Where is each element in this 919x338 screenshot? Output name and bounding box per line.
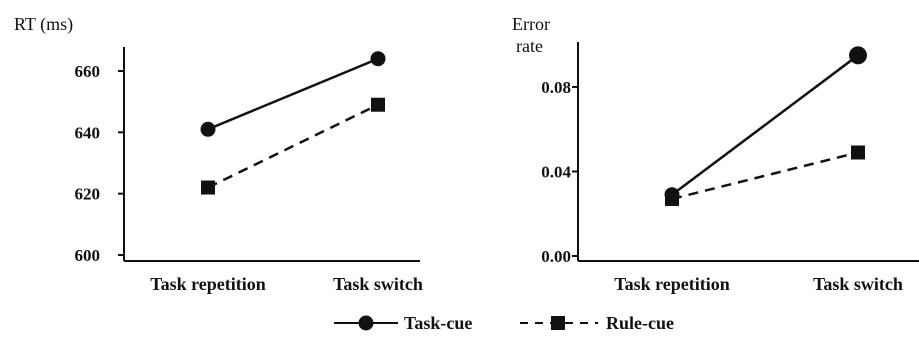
- legend-task-cue-label: Task-cue: [404, 313, 472, 333]
- rt-category-label: Task switch: [333, 274, 423, 294]
- rt-rule-cue-point: [201, 180, 215, 195]
- error-ytick-label: 0.04: [541, 163, 571, 182]
- error-ytick-label: 0.08: [541, 78, 571, 97]
- rt-task-cue-point: [370, 51, 386, 67]
- legend-task-cue-marker: [358, 315, 374, 331]
- rt-ytick-label: 620: [75, 185, 101, 204]
- rt-rule-cue-point: [371, 97, 385, 112]
- rt-task-cue-line: [207, 57, 379, 131]
- legend-rule-cue-marker: [551, 316, 565, 330]
- error-rule-cue-line: [671, 151, 859, 201]
- rt-task-cue-point: [200, 121, 216, 137]
- rt-ytick-label: 600: [75, 246, 101, 265]
- rt-ytick-label: 660: [75, 62, 101, 81]
- rt-ytick-label: 640: [75, 123, 101, 142]
- error-axis-title-line2: rate: [516, 36, 543, 56]
- error-category-labels: Task repetition Task switch: [614, 274, 903, 294]
- legend: Task-cue Rule-cue: [334, 313, 674, 333]
- rt-y-ticks: 600 620 640 660: [75, 62, 124, 265]
- error-task-cue-point: [849, 46, 867, 65]
- error-ytick-label: 0.00: [541, 247, 571, 266]
- rt-category-label: Task repetition: [150, 274, 266, 294]
- error-y-ticks: 0.00 0.04 0.08: [541, 78, 578, 266]
- error-axis-title-line1: Error: [512, 14, 550, 34]
- rt-category-labels: Task repetition Task switch: [150, 274, 423, 294]
- error-series: [664, 46, 867, 206]
- error-category-label: Task switch: [813, 274, 903, 294]
- rt-series: [200, 51, 386, 195]
- error-rule-cue-point: [665, 191, 679, 206]
- rt-axis-title: RT (ms): [14, 14, 73, 35]
- error-task-cue-line: [671, 54, 859, 196]
- error-category-label: Task repetition: [614, 274, 730, 294]
- error-rule-cue-point: [851, 145, 865, 160]
- rt-rule-cue-line: [207, 103, 379, 189]
- legend-rule-cue-label: Rule-cue: [606, 313, 674, 333]
- error-rate-panel: Error rate 0.000.040.08 Task repetition T…: [512, 14, 919, 294]
